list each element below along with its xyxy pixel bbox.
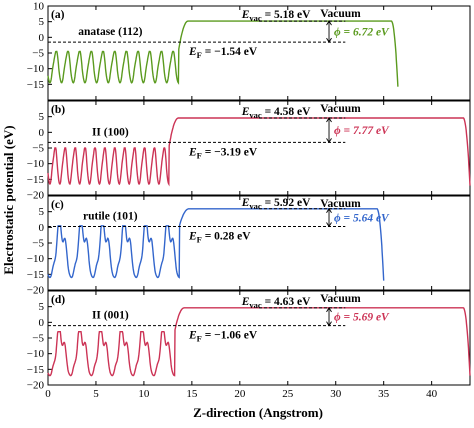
y-tick-label: −20 xyxy=(27,285,45,297)
y-tick-label: −15 xyxy=(27,174,45,186)
evac-label: Evac = 4.58 eV xyxy=(241,106,311,120)
x-tick-label: 15 xyxy=(186,388,198,400)
vacuum-label: Vacuum xyxy=(320,293,361,305)
y-tick-label: 10 xyxy=(33,1,45,13)
arrow-head-up xyxy=(326,306,332,313)
material-label: II (100) xyxy=(92,126,129,138)
panel-1: −15 −10 −5 0 5 10 (a) Vacuum anatase (112) Evac =… xyxy=(27,1,471,101)
y-tick-label: −5 xyxy=(32,238,44,250)
y-tick-label: 0 xyxy=(39,127,45,139)
x-tick-label: 5 xyxy=(93,388,99,400)
arrow-head-up xyxy=(326,117,332,123)
panel-4: −20 −15 −10 −5 0 5 0 5 10 15 20 25 30 35 40 (d) Vacuum II… xyxy=(27,290,471,400)
arrow-head-down xyxy=(326,138,332,144)
work-function-label: ϕ = 6.72 eV xyxy=(334,27,390,39)
arrow-head-up xyxy=(326,20,332,26)
y-tick-label: −20 xyxy=(27,190,45,202)
ef-label: EF = −1.54 eV xyxy=(188,46,258,60)
x-axis-title: Z-direction (Angstrom) xyxy=(193,405,323,420)
vacuum-label: Vacuum xyxy=(320,103,361,115)
panel-tag: (a) xyxy=(51,9,65,21)
arrow-head-down xyxy=(326,222,332,228)
y-tick-label: −15 xyxy=(27,79,45,91)
material-label: rutile (101) xyxy=(83,210,138,222)
y-axis-title: Electrostatic potential (eV) xyxy=(1,125,16,274)
x-tick-label: 30 xyxy=(330,388,342,400)
y-tick-label: 5 xyxy=(39,16,45,28)
y-tick-label: −20 xyxy=(27,380,45,392)
evac-label: Evac = 5.18 eV xyxy=(241,9,311,23)
y-tick-label: 0 xyxy=(39,32,45,44)
evac-label: Evac = 4.63 eV xyxy=(241,296,311,310)
y-tick-label: −15 xyxy=(27,269,45,281)
potential-curve xyxy=(47,208,385,281)
y-tick-label: 5 xyxy=(39,206,45,218)
y-tick-label: −10 xyxy=(27,63,45,75)
evac-label: Evac = 5.92 eV xyxy=(241,197,311,211)
y-tick-label: −5 xyxy=(32,143,44,155)
ef-label: EF = −1.06 eV xyxy=(188,330,258,344)
y-tick-label: −10 xyxy=(27,158,45,170)
x-tick-label: 40 xyxy=(426,388,438,400)
arrow-head-up xyxy=(326,207,332,214)
x-tick-label: 20 xyxy=(234,388,246,400)
vacuum-label: Vacuum xyxy=(320,8,361,20)
vacuum-label: Vacuum xyxy=(320,198,361,210)
work-function-label: ϕ = 5.64 eV xyxy=(334,213,390,225)
arrow-head-down xyxy=(326,321,332,327)
x-tick-label: 25 xyxy=(282,388,294,400)
y-tick-label: −10 xyxy=(27,348,45,360)
y-tick-label: 0 xyxy=(39,222,45,234)
panel-tag: (c) xyxy=(51,199,64,211)
panel-tag: (b) xyxy=(51,104,65,116)
y-tick-label: −15 xyxy=(27,364,45,376)
y-tick-label: 5 xyxy=(39,111,45,123)
panels-group: −15 −10 −5 0 5 10 (a) Vacuum anatase (112) Evac =… xyxy=(27,1,471,400)
ef-label: EF = 0.28 eV xyxy=(188,230,251,244)
panel-3: −20 −15 −10 −5 0 5 (c) Vacuum rutile (101) Evac =… xyxy=(27,195,471,297)
y-tick-label: −5 xyxy=(32,48,44,60)
work-function-label: ϕ = 7.77 eV xyxy=(334,125,390,137)
y-tick-label: −5 xyxy=(32,333,44,345)
work-function-label: ϕ = 5.69 eV xyxy=(334,312,390,324)
y-tick-label: −10 xyxy=(27,253,45,265)
material-label: anatase (112) xyxy=(78,26,142,38)
y-tick-label: 5 xyxy=(39,301,45,313)
arrow-head-down xyxy=(326,37,332,44)
x-tick-label: 0 xyxy=(45,388,51,400)
panel-2: −20 −15 −10 −5 0 5 (b) Vacuum II (100) Evac = 4.5… xyxy=(27,100,471,202)
ef-label: EF = −3.19 eV xyxy=(188,146,258,160)
x-tick-label: 10 xyxy=(138,388,150,400)
y-tick-label: 0 xyxy=(39,317,45,329)
panel-tag: (d) xyxy=(51,294,65,306)
material-label: II (001) xyxy=(92,310,129,322)
x-tick-label: 35 xyxy=(378,388,390,400)
